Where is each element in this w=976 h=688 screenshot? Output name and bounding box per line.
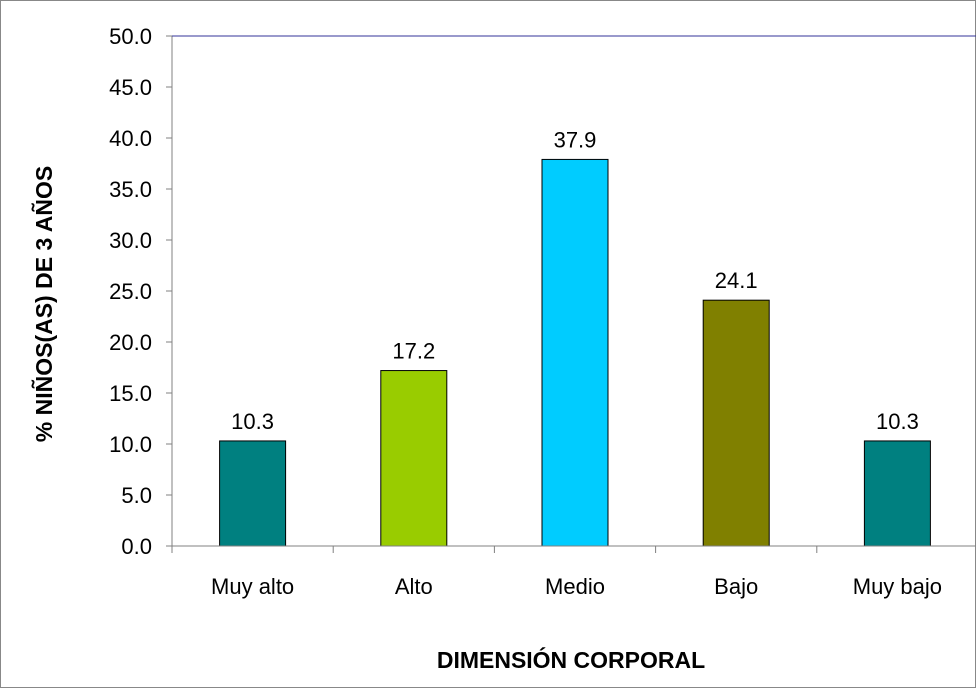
bars (219, 158, 931, 547)
bar-bajo (702, 299, 770, 547)
bar-muy-bajo (863, 440, 931, 547)
x-axis-title: DIMENSIÓN CORPORAL (437, 646, 705, 673)
y-tick-label: 35.0 (109, 177, 152, 202)
data-label: 10.3 (231, 409, 274, 434)
y-tick-label: 5.0 (121, 483, 152, 508)
bar-medio (541, 158, 609, 547)
y-tick-label: 30.0 (109, 228, 152, 253)
x-tick-label: Bajo (714, 574, 758, 599)
data-labels: 10.3 17.2 37.9 24.1 10.3 (231, 127, 919, 434)
x-tick-label: Medio (545, 574, 605, 599)
x-axis-ticks: Muy alto Alto Medio Bajo Muy bajo (171, 546, 942, 599)
data-label: 17.2 (392, 339, 435, 364)
x-tick-label: Alto (395, 574, 433, 599)
data-label: 24.1 (715, 268, 758, 293)
y-axis-ticks: 0.0 5.0 10.0 15.0 20.0 25.0 30.0 35.0 40.0 45.0 50… (109, 24, 172, 559)
bar-muy-alto (219, 440, 287, 547)
y-tick-label: 25.0 (109, 279, 152, 304)
y-tick-label: 40.0 (109, 126, 152, 151)
y-tick-label: 10.0 (109, 432, 152, 457)
y-tick-label: 15.0 (109, 381, 152, 406)
y-tick-label: 0.0 (121, 534, 152, 559)
y-tick-label: 20.0 (109, 330, 152, 355)
data-label: 37.9 (554, 127, 597, 152)
x-tick-label: Muy alto (211, 574, 294, 599)
y-tick-label: 45.0 (109, 75, 152, 100)
bar-alto (380, 370, 448, 547)
y-axis-title: % NIÑOS(AS) DE 3 AÑOS (30, 166, 57, 442)
y-tick-label: 50.0 (109, 24, 152, 49)
x-tick-label: Muy bajo (853, 574, 942, 599)
data-label: 10.3 (876, 409, 919, 434)
